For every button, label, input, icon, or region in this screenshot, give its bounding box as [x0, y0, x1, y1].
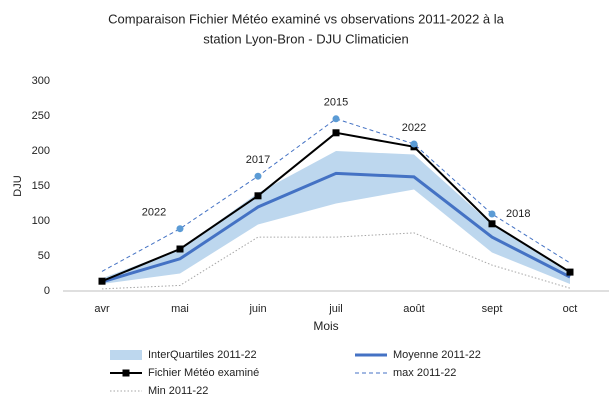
- point-label: 2022: [142, 207, 166, 219]
- point-marker: [488, 210, 496, 218]
- x-tick-label: avr: [94, 303, 110, 315]
- legend-swatch: [110, 350, 142, 360]
- x-tick-label: juin: [248, 303, 266, 315]
- y-tick-label: 100: [32, 215, 50, 227]
- point-marker: [332, 115, 340, 123]
- y-tick-label: 150: [32, 180, 50, 192]
- point-marker: [254, 172, 262, 180]
- legend-label: Moyenne 2011-22: [393, 349, 481, 361]
- legend-label: Min 2011-22: [148, 385, 208, 397]
- x-tick-label: juil: [328, 303, 342, 315]
- legend-label: max 2011-22: [393, 367, 456, 379]
- legend-label: Fichier Météo examiné: [148, 367, 259, 379]
- point-marker: [566, 268, 574, 276]
- chart-title: station Lyon-Bron - DJU Climaticien: [203, 31, 408, 46]
- point-marker: [254, 192, 262, 200]
- y-tick-label: 200: [32, 145, 50, 157]
- point-label: 2022: [402, 122, 426, 134]
- x-tick-label: août: [403, 303, 424, 315]
- chart-title: Comparaison Fichier Météo examiné vs obs…: [108, 11, 505, 26]
- series-line: [101, 232, 571, 290]
- point-marker: [176, 245, 184, 253]
- legend-label: InterQuartiles 2011-22: [148, 349, 257, 361]
- point-marker: [176, 225, 184, 233]
- point-label: 2015: [324, 97, 348, 109]
- y-tick-label: 50: [38, 250, 50, 262]
- interquartile-band: [102, 151, 570, 284]
- x-axis-label: Mois: [313, 319, 338, 333]
- x-tick-label: mai: [171, 303, 189, 315]
- y-tick-label: 250: [32, 110, 50, 122]
- y-tick-label: 0: [44, 285, 50, 297]
- x-tick-label: oct: [563, 303, 578, 315]
- point-label: 2018: [506, 208, 530, 220]
- legend-marker: [122, 369, 130, 377]
- point-marker: [488, 220, 496, 228]
- y-axis-label: DJU: [12, 175, 24, 196]
- point-marker: [98, 277, 106, 285]
- point-marker: [332, 129, 340, 137]
- point-label: 2017: [246, 154, 270, 166]
- series-line: [101, 171, 571, 284]
- point-marker: [410, 140, 418, 148]
- y-tick-label: 300: [32, 75, 50, 87]
- x-tick-label: sept: [482, 303, 503, 315]
